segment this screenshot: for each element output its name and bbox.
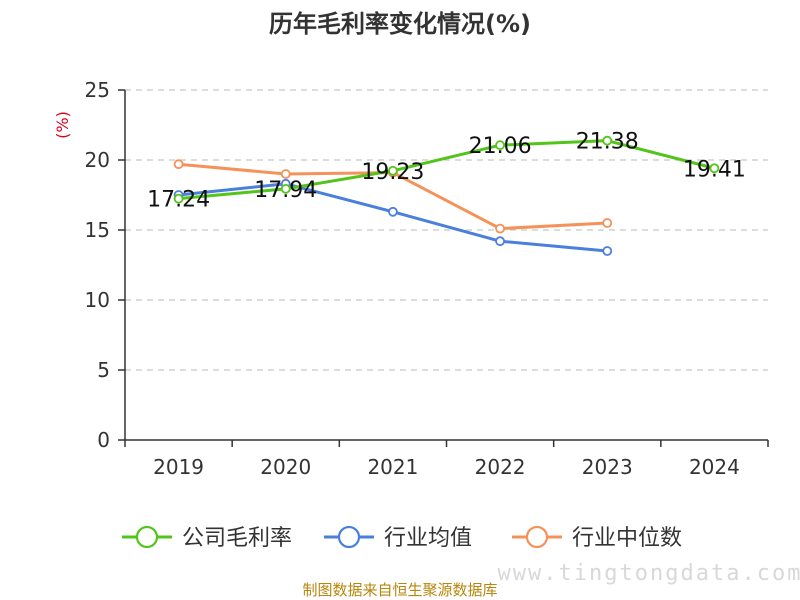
y-tick-label: 15	[85, 218, 110, 242]
x-tick-label: 2019	[153, 455, 204, 479]
x-tick-label: 2022	[475, 455, 526, 479]
series-2-point	[173, 159, 184, 170]
y-tick-label: 20	[85, 148, 110, 172]
series-0-point	[280, 183, 291, 194]
data-labels: 17.24 17.94 19.23 21.06 21.38 19.41	[147, 130, 746, 213]
series-1-point	[388, 206, 398, 217]
legend[interactable]: 公司毛利率 行业均值 行业中位数	[122, 525, 682, 551]
data-label: 19.41	[683, 157, 746, 182]
series-0-line	[177, 139, 716, 201]
chart-title: 历年毛利率变化情况(%)	[269, 10, 531, 38]
data-label: 21.06	[469, 134, 532, 159]
data-label: 21.38	[576, 130, 639, 155]
data-label: 17.94	[254, 178, 317, 203]
legend-item-1[interactable]: 行业均值	[324, 525, 472, 551]
axes: 0 5 10 15 20 25 2019 2020 2021 2022 2023 2024	[85, 78, 769, 479]
series-1-point	[602, 246, 613, 256]
y-tick-label: 10	[85, 288, 110, 312]
legend-swatch-marker	[525, 525, 549, 549]
grid	[125, 89, 768, 371]
legend-swatch-marker	[337, 525, 361, 549]
legend-swatch-marker	[135, 525, 159, 549]
series-2-point	[495, 223, 505, 234]
y-tick-label: 25	[85, 78, 110, 102]
legend-item-2[interactable]: 行业中位数	[512, 525, 682, 551]
source-note: 制图数据来自恒生聚源数据库	[302, 581, 497, 599]
series-2-point	[280, 169, 291, 179]
x-tick-label: 2024	[689, 455, 740, 479]
series-0-point	[388, 165, 398, 176]
y-tick-label: 5	[97, 358, 110, 382]
legend-label: 行业均值	[384, 526, 472, 551]
series-0-point	[495, 140, 505, 151]
data-label: 19.23	[361, 160, 424, 185]
x-tick-label: 2020	[260, 455, 311, 479]
watermark: www.tingtongdata.com	[498, 561, 800, 586]
series-1-point	[495, 236, 505, 247]
series-lines	[173, 135, 720, 256]
y-tick-label: 0	[97, 428, 110, 452]
series-0-point	[173, 193, 184, 204]
x-tick-label: 2021	[367, 455, 418, 479]
legend-label: 行业中位数	[572, 526, 682, 551]
legend-item-0[interactable]: 公司毛利率	[122, 525, 292, 551]
series-0-point	[602, 135, 613, 146]
series-0-point	[709, 163, 720, 174]
x-tick-label: 2023	[582, 455, 633, 479]
data-label: 17.24	[147, 188, 210, 213]
series-2-point	[602, 218, 613, 228]
legend-label: 公司毛利率	[182, 526, 292, 551]
y-axis-label: (%)	[53, 111, 72, 139]
